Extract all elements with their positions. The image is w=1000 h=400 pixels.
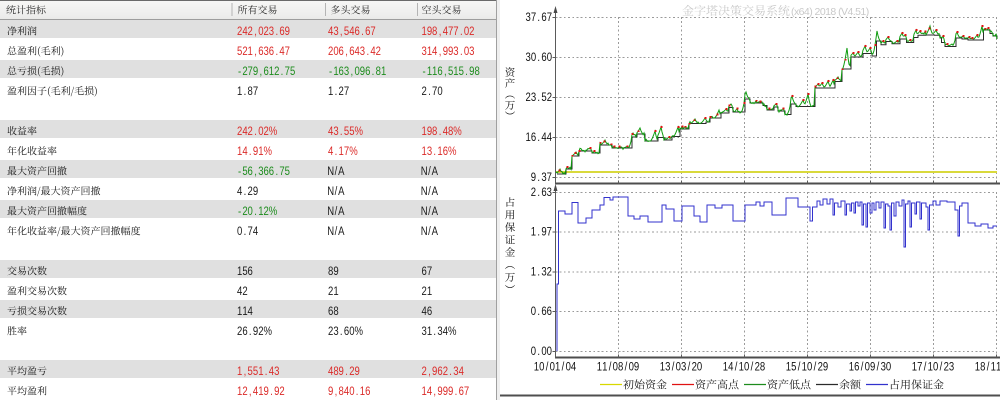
svg-text:114: 114 (237, 305, 253, 318)
svg-text:31.34%: 31.34% (422, 325, 457, 338)
svg-text:30.60: 30.60 (526, 51, 553, 64)
svg-text:23.52: 23.52 (526, 91, 553, 104)
svg-text:15/10/29: 15/10/29 (786, 361, 828, 374)
svg-text:4.29: 4.29 (237, 185, 258, 198)
svg-text:(x64) 2018 (V4.51): (x64) 2018 (V4.51) (791, 6, 869, 18)
svg-text:89: 89 (328, 265, 339, 278)
svg-text:-279,612.75: -279,612.75 (238, 65, 295, 78)
svg-text:1.97: 1.97 (531, 226, 552, 239)
svg-text:26.92%: 26.92% (237, 325, 272, 338)
svg-text:37.67: 37.67 (526, 11, 553, 24)
svg-text:9,840.16: 9,840.16 (328, 385, 370, 398)
svg-text:12,419.92: 12,419.92 (237, 385, 285, 398)
svg-text:242,023.69: 242,023.69 (237, 25, 290, 38)
svg-text:0.66: 0.66 (531, 305, 552, 318)
svg-text:11/08/09: 11/08/09 (597, 361, 639, 374)
svg-text:0.00: 0.00 (531, 345, 552, 358)
svg-text:-56,366.75: -56,366.75 (238, 165, 290, 178)
svg-text:16/09/30: 16/09/30 (849, 361, 891, 374)
svg-text:-20.12%: -20.12% (238, 205, 278, 218)
svg-text:17/10/23: 17/10/23 (912, 361, 954, 374)
svg-text:1.87: 1.87 (237, 85, 258, 98)
svg-text:N/A: N/A (421, 225, 439, 238)
svg-text:68: 68 (328, 305, 339, 318)
svg-text:43.55%: 43.55% (328, 125, 363, 138)
svg-text:13.16%: 13.16% (422, 145, 457, 158)
svg-text:0.74: 0.74 (237, 225, 258, 238)
svg-text:N/A: N/A (327, 165, 345, 178)
svg-text:198,477.02: 198,477.02 (422, 25, 475, 38)
svg-text:N/A: N/A (327, 225, 345, 238)
svg-text:2.70: 2.70 (422, 85, 443, 98)
svg-text:N/A: N/A (327, 185, 345, 198)
svg-text:23.60%: 23.60% (328, 325, 363, 338)
svg-text:1,551.43: 1,551.43 (237, 365, 279, 378)
svg-text:42: 42 (237, 285, 248, 298)
svg-text:21: 21 (328, 285, 339, 298)
svg-text:67: 67 (422, 265, 433, 278)
svg-text:-163,096.81: -163,096.81 (329, 65, 386, 78)
svg-text:N/A: N/A (421, 205, 439, 218)
svg-text:N/A: N/A (421, 165, 439, 178)
svg-text:N/A: N/A (421, 185, 439, 198)
svg-text:16.44: 16.44 (526, 131, 553, 144)
svg-text:43,546.67: 43,546.67 (328, 25, 376, 38)
svg-text:10/01/04: 10/01/04 (534, 361, 576, 374)
svg-text:9.37: 9.37 (531, 171, 552, 184)
svg-text:14/10/28: 14/10/28 (723, 361, 765, 374)
svg-text:2.63: 2.63 (531, 186, 552, 199)
svg-text:46: 46 (422, 305, 433, 318)
svg-text:14,999.67: 14,999.67 (422, 385, 470, 398)
svg-text:314,993.03: 314,993.03 (422, 45, 475, 58)
svg-text:156: 156 (237, 265, 253, 278)
svg-text:14.91%: 14.91% (237, 145, 272, 158)
svg-text:18/11/05: 18/11/05 (975, 361, 1000, 374)
svg-text:1.32: 1.32 (531, 265, 552, 278)
svg-text:2,962.34: 2,962.34 (422, 365, 464, 378)
svg-text:21: 21 (422, 285, 433, 298)
svg-text:4.17%: 4.17% (328, 145, 358, 158)
svg-text:1.27: 1.27 (328, 85, 349, 98)
svg-text:N/A: N/A (327, 205, 345, 218)
svg-text:206,643.42: 206,643.42 (328, 45, 381, 58)
svg-text:-116,515.98: -116,515.98 (423, 65, 480, 78)
svg-text:13/03/20: 13/03/20 (660, 361, 702, 374)
svg-text:521,636.47: 521,636.47 (237, 45, 290, 58)
